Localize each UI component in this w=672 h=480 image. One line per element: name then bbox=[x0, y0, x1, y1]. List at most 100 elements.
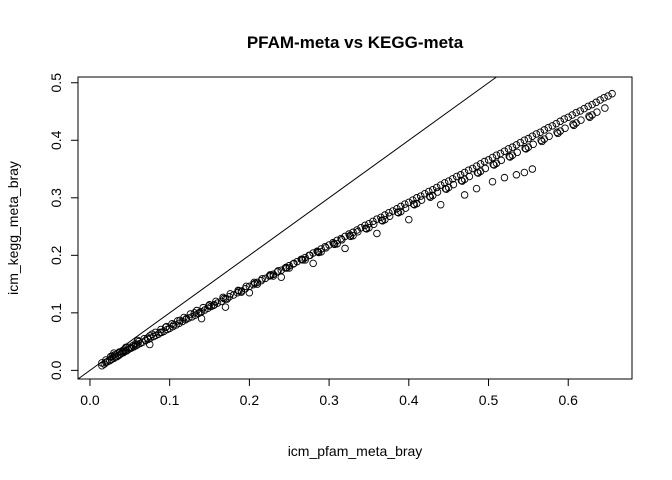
data-point bbox=[209, 301, 218, 310]
x-tick-label: 0.4 bbox=[399, 392, 419, 408]
data-point bbox=[458, 177, 466, 185]
data-point bbox=[552, 119, 561, 128]
data-point bbox=[506, 153, 514, 161]
data-point bbox=[258, 275, 266, 283]
data-point bbox=[221, 303, 230, 311]
data-point bbox=[182, 314, 191, 323]
data-point bbox=[131, 340, 140, 348]
data-point bbox=[309, 259, 317, 268]
data-point bbox=[237, 288, 246, 296]
data-point bbox=[369, 217, 377, 226]
data-point bbox=[298, 255, 306, 264]
data-point bbox=[608, 89, 616, 98]
data-point bbox=[425, 192, 434, 200]
data-point bbox=[98, 359, 106, 367]
data-point bbox=[266, 271, 274, 279]
data-point bbox=[596, 96, 604, 104]
data-point bbox=[401, 200, 409, 208]
data-point bbox=[500, 147, 509, 155]
data-point bbox=[282, 263, 290, 272]
data-point bbox=[213, 299, 222, 307]
data-point bbox=[537, 136, 545, 145]
data-point bbox=[528, 132, 537, 140]
x-tick-label: 0.0 bbox=[80, 392, 100, 408]
data-point bbox=[369, 220, 378, 229]
data-point bbox=[317, 248, 325, 256]
data-point bbox=[289, 260, 297, 268]
data-point bbox=[405, 215, 413, 224]
data-point bbox=[362, 224, 370, 233]
data-point bbox=[361, 221, 369, 230]
data-point bbox=[197, 314, 206, 323]
data-point bbox=[520, 136, 529, 145]
data-point bbox=[125, 343, 133, 352]
data-point bbox=[242, 282, 250, 291]
data-point bbox=[385, 212, 394, 220]
data-point bbox=[500, 173, 509, 182]
data-point bbox=[476, 160, 485, 168]
data-point bbox=[600, 93, 608, 102]
data-point bbox=[556, 117, 565, 126]
data-point bbox=[301, 256, 309, 264]
data-point bbox=[285, 264, 293, 272]
data-point bbox=[442, 185, 451, 193]
data-point bbox=[473, 168, 482, 177]
data-point bbox=[489, 160, 498, 169]
data-point bbox=[373, 229, 381, 238]
data-point bbox=[540, 126, 549, 134]
data-point bbox=[212, 297, 220, 306]
data-point bbox=[341, 244, 349, 253]
data-point bbox=[457, 176, 466, 185]
data-point bbox=[421, 190, 429, 198]
chart-title: PFAM-meta vs KEGG-meta bbox=[247, 33, 464, 52]
data-point bbox=[588, 100, 596, 109]
data-point bbox=[554, 129, 562, 138]
data-point bbox=[106, 356, 114, 365]
x-tick-label: 0.6 bbox=[558, 392, 578, 408]
data-point bbox=[508, 143, 517, 151]
data-point bbox=[365, 223, 373, 232]
data-point bbox=[528, 165, 537, 173]
data-point bbox=[572, 108, 580, 117]
data-point bbox=[409, 200, 418, 208]
data-point bbox=[436, 181, 445, 189]
reference-line bbox=[77, 76, 497, 380]
data-point bbox=[337, 234, 345, 243]
data-point bbox=[432, 183, 441, 192]
x-axis: 0.0 0.1 0.2 0.3 0.4 0.5 0.6 bbox=[80, 378, 578, 408]
data-point bbox=[601, 104, 609, 112]
data-point bbox=[504, 145, 513, 153]
y-axis: 0.0 0.1 0.2 0.3 0.4 0.5 bbox=[48, 73, 79, 380]
y-tick-label: 0.3 bbox=[48, 188, 64, 208]
data-point bbox=[156, 328, 164, 337]
data-point bbox=[484, 156, 493, 164]
data-point bbox=[580, 104, 588, 113]
x-tick-label: 0.2 bbox=[240, 392, 260, 408]
data-point bbox=[592, 98, 600, 107]
data-point bbox=[474, 169, 482, 177]
y-tick-label: 0.5 bbox=[48, 73, 64, 93]
data-point bbox=[560, 115, 568, 123]
data-point bbox=[413, 199, 421, 208]
data-point bbox=[269, 272, 278, 280]
data-point bbox=[397, 202, 405, 211]
data-point bbox=[290, 259, 298, 268]
data-point bbox=[283, 264, 291, 272]
data-point bbox=[505, 152, 513, 161]
data-point bbox=[273, 268, 282, 276]
data-point bbox=[570, 121, 578, 130]
y-tick-label: 0.1 bbox=[48, 303, 64, 323]
data-point bbox=[338, 236, 346, 244]
data-point bbox=[205, 301, 214, 309]
data-point bbox=[220, 294, 228, 303]
data-point bbox=[145, 340, 154, 349]
y-axis-label: icm_kegg_meta_bray bbox=[5, 161, 21, 295]
data-point bbox=[569, 120, 577, 128]
data-point bbox=[556, 127, 565, 135]
data-point bbox=[568, 111, 576, 119]
data-point bbox=[169, 321, 178, 329]
data-point bbox=[186, 310, 195, 318]
data-point bbox=[190, 309, 199, 317]
